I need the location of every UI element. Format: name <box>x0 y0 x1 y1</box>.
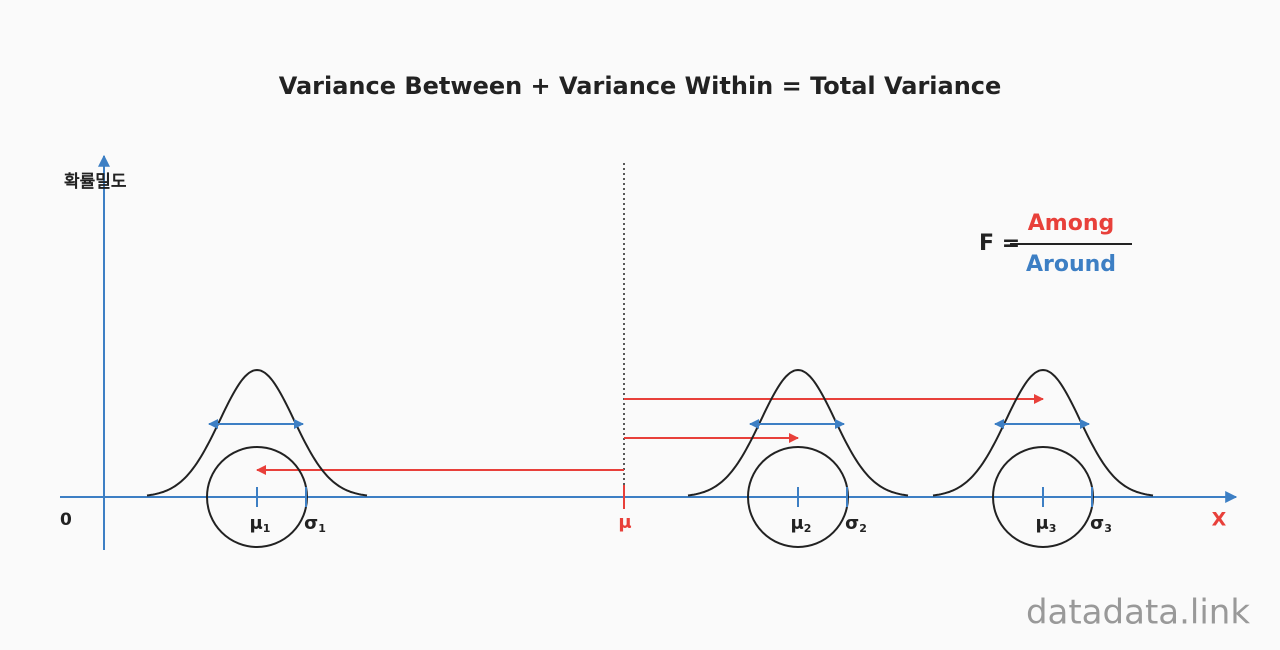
sd-label: σ3 <box>1090 513 1112 535</box>
sd-label-symbol: σ <box>1090 513 1104 534</box>
sd-label-symbol: σ <box>304 513 318 534</box>
mean-label-symbol: μ <box>250 513 263 534</box>
y-axis-label: 확률밀도 <box>64 171 127 192</box>
sd-label: σ1 <box>304 513 326 535</box>
sd-label: σ2 <box>845 513 867 535</box>
mean-label: μ2 <box>791 513 812 535</box>
x-axis-label: X <box>1212 509 1227 531</box>
sd-label-index: 2 <box>859 522 867 535</box>
grand-mean-label: μ <box>618 512 631 533</box>
title: Variance Between + Variance Within = Tot… <box>279 72 1002 100</box>
bell-curve <box>932 368 1154 497</box>
bell-curve <box>687 368 909 497</box>
mean-label-index: 1 <box>263 522 271 535</box>
origin-label: 0 <box>60 510 72 530</box>
sd-label-symbol: σ <box>845 513 859 534</box>
mean-label-symbol: μ <box>1036 513 1049 534</box>
sd-label-index: 1 <box>318 522 326 535</box>
formula-numerator: Among <box>1028 211 1114 236</box>
mean-label: μ1 <box>250 513 271 535</box>
mean-label-index: 2 <box>804 522 812 535</box>
watermark: datadata.link <box>1026 593 1250 633</box>
formula-denominator: Around <box>1026 252 1116 277</box>
sd-label-index: 3 <box>1104 522 1112 535</box>
mean-label: μ3 <box>1036 513 1057 535</box>
mean-label-index: 3 <box>1049 522 1057 535</box>
mean-label-symbol: μ <box>791 513 804 534</box>
bell-curve <box>146 368 368 497</box>
